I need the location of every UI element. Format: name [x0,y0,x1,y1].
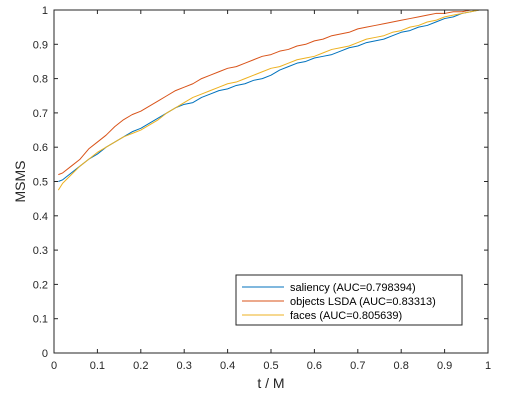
tick-layer: 0 0.1 0.2 0.3 0.4 0.5 0.6 0.7 0.8 0.9 1 0 0.1 0.2 0.3 0… [33,5,491,372]
x-tick-label: 0.7 [350,360,365,372]
y-tick-label: 0.1 [33,314,48,326]
y-tick-label: 0.9 [33,39,48,51]
y-tick-label: 0 [42,348,48,360]
y-tick-label: 0.7 [33,108,48,120]
series-line-2 [58,9,488,176]
series-line-3 [57,9,488,191]
x-tick-label: 1 [485,360,491,372]
y-tick-label: 0.6 [33,142,48,154]
y-tick-label: 0.8 [33,74,48,86]
y-tick-label: 0.3 [33,245,48,257]
y-tick-label: 0.2 [33,279,48,291]
legend-entries: saliency (AUC=0.798394) objects LSDA (AUC… [242,282,436,322]
legend: saliency (AUC=0.798394) objects LSDA (AUC… [235,274,463,326]
series-line-1 [58,9,488,182]
y-tick-label: 0.5 [33,177,48,189]
legend-label-3: faces (AUC=0.805639) [290,310,402,322]
y-tick-label: 0.4 [33,211,48,223]
x-tick-label: 0.5 [263,360,278,372]
x-tick-label: 0.9 [437,360,452,372]
y-tick-label: 1 [42,5,48,17]
x-tick-label: 0 [51,360,57,372]
x-tick-label: 0.2 [133,360,148,372]
x-tick-label: 0.4 [220,360,235,372]
series-layer [57,9,488,191]
legend-label-1: saliency (AUC=0.798394) [290,282,416,294]
x-tick-label: 0.1 [90,360,105,372]
y-axis-label: MSMS [12,161,28,203]
x-axis-label: t / M [257,375,284,391]
legend-label-2: objects LSDA (AUC=0.83313) [290,296,436,308]
x-tick-label: 0.8 [394,360,409,372]
x-tick-label: 0.6 [307,360,322,372]
x-tick-label: 0.3 [177,360,192,372]
legend-box [235,274,463,326]
